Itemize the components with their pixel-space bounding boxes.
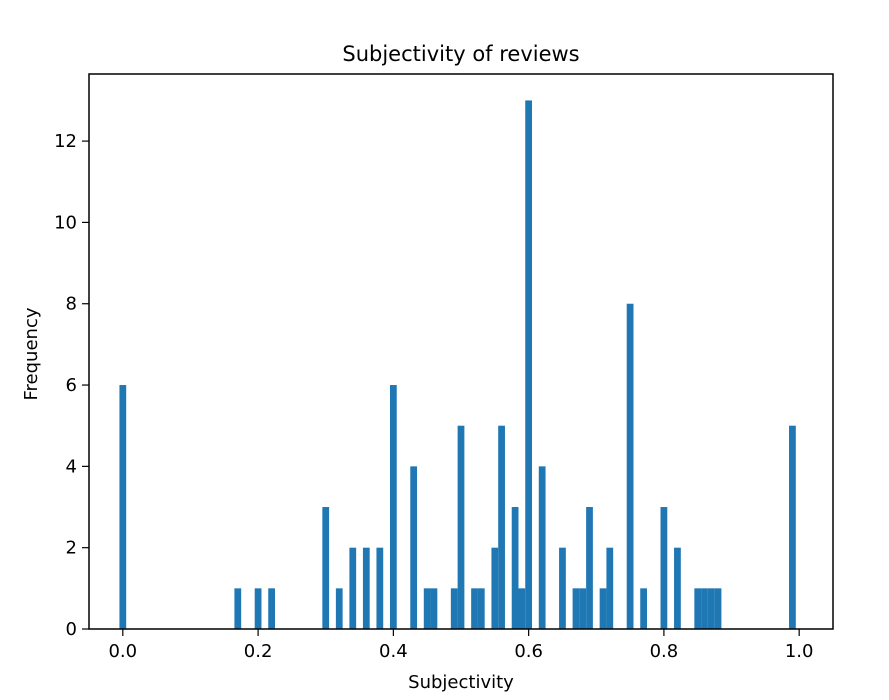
y-axis-ticks: 0 2 4 6 8 10 12 (54, 131, 89, 640)
histogram-bar (579, 588, 587, 629)
chart-title: Subjectivity of reviews (342, 42, 579, 66)
histogram-bar (606, 547, 614, 629)
x-tick-label: 0.0 (108, 641, 137, 662)
y-axis-label: Frequency (21, 307, 42, 400)
histogram-bar (599, 588, 607, 629)
histogram-bar (640, 588, 647, 629)
y-tick-label: 10 (54, 212, 77, 233)
y-tick-label: 12 (54, 131, 77, 152)
histogram-bar (714, 588, 722, 629)
x-tick-label: 0.2 (244, 641, 273, 662)
histogram-bar (518, 588, 526, 629)
histogram-bar (389, 385, 397, 629)
histogram-bar (423, 588, 431, 629)
histogram-bar (538, 466, 546, 629)
histogram-bar (701, 588, 708, 629)
histogram-bar (322, 507, 330, 629)
x-tick-label: 0.8 (650, 641, 679, 662)
histogram-bar (450, 588, 458, 629)
histogram-bar (471, 588, 478, 629)
y-tick-label: 0 (66, 619, 77, 640)
histogram-bar (234, 588, 242, 629)
histogram-bar (707, 588, 715, 629)
y-tick-label: 2 (66, 538, 77, 559)
histogram-bar (586, 507, 593, 629)
histogram-bar (559, 547, 566, 629)
histogram-bar (498, 425, 505, 629)
x-tick-label: 0.4 (379, 641, 408, 662)
histogram-bar (254, 588, 262, 629)
histogram-bar (430, 588, 438, 629)
histogram-bar (335, 588, 343, 629)
bars-layer (119, 100, 796, 630)
y-tick-label: 8 (66, 294, 77, 315)
plot-frame (88, 73, 834, 630)
histogram-bar (268, 588, 275, 629)
histogram-bar (572, 588, 580, 629)
x-axis-label: Subjectivity (408, 672, 514, 693)
histogram-bar (376, 547, 384, 629)
x-tick-label: 1.0 (785, 641, 814, 662)
histogram-bar (674, 547, 681, 629)
histogram-bar (660, 507, 668, 629)
histogram-bar (349, 547, 357, 629)
histogram-bar (119, 385, 127, 629)
histogram-bar (525, 100, 533, 630)
y-tick-label: 4 (66, 456, 77, 477)
histogram-bar (626, 303, 634, 629)
x-tick-label: 0.6 (514, 641, 543, 662)
histogram-bar (457, 425, 465, 629)
x-axis-ticks: 0.0 0.2 0.4 0.6 0.8 1.0 (108, 629, 814, 662)
histogram-bar (789, 425, 796, 629)
histogram-bar (511, 507, 519, 629)
histogram-bar (477, 588, 485, 629)
histogram-bar (410, 466, 418, 629)
histogram-bar (694, 588, 702, 629)
histogram-bar (362, 547, 370, 629)
histogram-bar (491, 547, 499, 629)
y-tick-label: 6 (66, 375, 77, 396)
